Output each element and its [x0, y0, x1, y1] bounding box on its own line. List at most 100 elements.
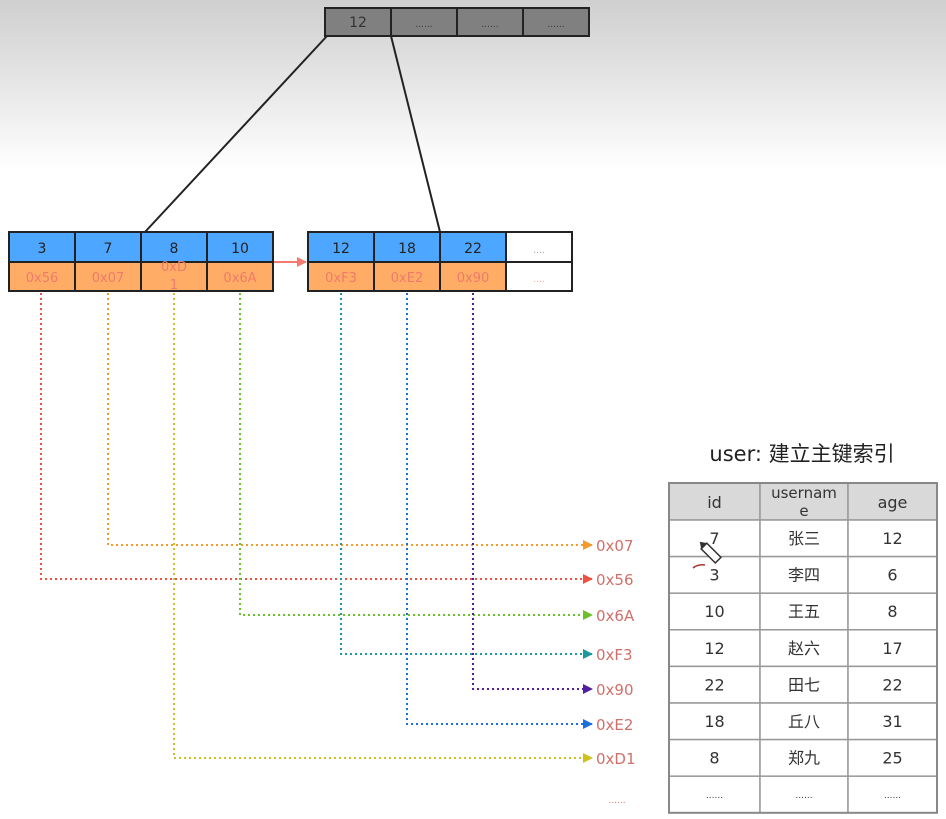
leaf-key-label: 10: [231, 241, 249, 257]
leaf-pointer-cell: [505, 261, 573, 292]
leaf-key-label: 3: [38, 241, 47, 257]
table-row: 10 王五 8: [668, 592, 938, 631]
leaf-key-label: ....: [533, 246, 544, 256]
table-cell: [847, 519, 938, 558]
table-cell-value: ......: [884, 791, 901, 801]
leaf-key-label: 12: [332, 241, 350, 257]
address-pointer-line: [173, 293, 593, 763]
root-key-cell: [456, 7, 524, 37]
address-label: 0x90: [596, 681, 634, 699]
root-node: 12..................: [324, 7, 590, 37]
leaf-pointer-label: ....: [533, 275, 544, 285]
table-cell-value: 31: [882, 712, 902, 731]
leaf-pointer-label: 0xF3: [325, 271, 357, 286]
table-cell-value: 7: [709, 529, 719, 548]
table-cell: [759, 555, 849, 594]
leaf-key-cell: [439, 231, 507, 263]
table-cell-value: 田七: [788, 675, 820, 694]
table-row: 22 田七 22: [668, 665, 938, 704]
address-pointer-line: [472, 293, 593, 694]
table-cell-value: 6: [887, 566, 897, 585]
table-cell-value: 17: [882, 639, 902, 658]
root-key-label: ......: [547, 20, 564, 30]
pencil-tip: [699, 541, 707, 549]
leaf-key-label: 22: [464, 241, 482, 257]
root-child-link: [144, 35, 328, 233]
table-cell-value: 8: [887, 602, 897, 621]
table-cell: [759, 592, 849, 631]
table-cell: [759, 775, 849, 814]
table-cell: [759, 665, 849, 704]
leaf-pointer-cell: [307, 261, 375, 292]
table-header-label: usernam: [771, 484, 837, 502]
table-row: 18 丘八 31: [668, 702, 938, 741]
pencil-stroke-mark: [692, 564, 706, 569]
address-pointer-line: [340, 293, 593, 659]
leaf-pointer-label: 0x90: [457, 271, 490, 286]
leaf-pointer-label: 0x07: [92, 271, 125, 286]
table-row: 8 郑九 25: [668, 738, 938, 777]
table-cell-value: 22: [882, 675, 902, 694]
leaf-key-cell: [505, 231, 573, 263]
address-pointer-line: [406, 293, 593, 729]
table-cell: [847, 629, 938, 668]
leaf-key-label: 7: [104, 241, 113, 257]
pencil-cursor-icon: [699, 541, 723, 565]
root-key-label: ......: [481, 20, 498, 30]
root-key-cell: [324, 7, 392, 37]
address-pointer-line: [40, 293, 593, 584]
leaf-pointer-label: 0xD: [161, 260, 187, 275]
address-label: 0x6A: [596, 607, 635, 625]
leaf-pointer-cell: [74, 261, 142, 292]
table-cell-value: 12: [882, 529, 902, 548]
table-cell-value: 李四: [788, 566, 820, 585]
leaf-pointer-label-wrap: 1: [170, 278, 178, 293]
table-title: user: 建立主键索引: [709, 442, 894, 466]
table-cell-value: 8: [709, 749, 719, 768]
table-row: ..................: [668, 775, 938, 814]
address-label: 0xE2: [596, 716, 633, 734]
leaf-pointer-cell: [140, 261, 208, 292]
leaf-key-label: 18: [398, 241, 416, 257]
address-pointer-line: [239, 293, 593, 620]
table-cell: [847, 775, 938, 814]
table-header-label: age: [878, 493, 908, 512]
root-key-label: ......: [415, 20, 432, 30]
address-ellipsis: ......: [608, 796, 625, 806]
address-label: 0xF3: [596, 646, 633, 664]
leaf-key-label: 8: [170, 241, 179, 257]
root-child-link: [390, 35, 441, 233]
leaf-pointer-cell: [206, 261, 274, 292]
table-cell-value: 3: [709, 566, 719, 585]
table-cell-value: 赵六: [788, 639, 820, 658]
leaf-pointer-cell: [373, 261, 441, 292]
leaf-key-cell: [206, 231, 274, 263]
table-row: 3 李四 6: [668, 555, 938, 594]
table-cell-value: 郑九: [788, 749, 820, 768]
address-label: 0xD1: [596, 750, 636, 768]
table-border: [668, 482, 938, 814]
table-header-label: id: [707, 493, 722, 512]
address-label: 0x07: [596, 537, 634, 555]
table-cell-value: 22: [704, 675, 724, 694]
root-key-label: 12: [349, 15, 367, 31]
table-cell: [759, 629, 849, 668]
table-cell-value: ......: [795, 791, 812, 801]
leaf-node: 3 0x56 7 0x07 8 0xD 1 10 0x6A: [8, 231, 274, 293]
table-cell-value: 18: [704, 712, 724, 731]
root-key-cell: [390, 7, 458, 37]
table-cell-value: 12: [704, 639, 724, 658]
leaf-node: 12 0xF3 18 0xE2 22 0x90........: [307, 231, 573, 292]
table-cell-value: ......: [706, 791, 723, 801]
table-cell-value: 张三: [788, 529, 820, 548]
leaf-pointer-label: 0x6A: [223, 271, 256, 286]
table-row: 7 张三 12: [668, 519, 938, 558]
leaf-pointer-label: 0xE2: [391, 271, 423, 286]
table-cell-value: 25: [882, 749, 902, 768]
root-key-cell: [522, 7, 590, 37]
table-cell-value: 丘八: [788, 712, 820, 731]
table-row: 12 赵六 17: [668, 629, 938, 668]
table-header-label-wrap: e: [799, 502, 808, 520]
